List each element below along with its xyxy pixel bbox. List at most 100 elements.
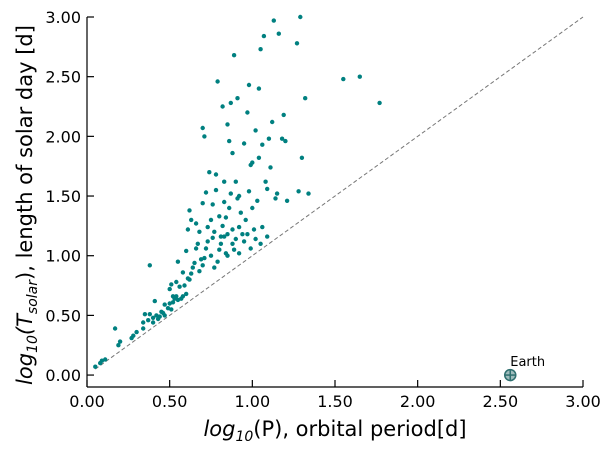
data-point: [142, 312, 148, 317]
data-point: [260, 142, 265, 147]
data-point: [174, 294, 179, 299]
data-point: [220, 104, 225, 109]
data-point: [227, 138, 232, 144]
data-point: [253, 128, 258, 133]
data-point: [238, 210, 243, 215]
data-point: [248, 246, 253, 251]
data-point: [150, 315, 156, 320]
x-label-prefix: log: [203, 417, 235, 441]
data-point: [147, 312, 152, 317]
data-point: [236, 251, 242, 256]
data-point: [256, 86, 262, 91]
data-point: [213, 187, 219, 193]
reference-line: [94, 16, 584, 370]
data-point: [131, 333, 136, 338]
x-label-subscript: 10: [235, 429, 253, 445]
data-point: [258, 241, 263, 246]
data-point: [197, 269, 202, 274]
data-point: [187, 208, 192, 213]
data-point: [210, 235, 215, 240]
x-tick-label: 0.50: [152, 392, 188, 411]
data-point: [223, 215, 229, 220]
data-point: [233, 179, 238, 184]
data-point: [225, 232, 230, 237]
data-point: [190, 265, 195, 270]
x-tick-label: 1.00: [235, 392, 271, 411]
data-point: [203, 246, 209, 251]
data-point: [177, 284, 182, 289]
data-point: [231, 247, 237, 252]
data-point: [228, 191, 233, 196]
data-point: [233, 236, 238, 242]
data-point: [217, 214, 222, 219]
data-point: [141, 326, 146, 331]
data-point: [213, 172, 219, 177]
data-point: [256, 155, 262, 160]
data-point: [212, 265, 217, 270]
data-point: [198, 257, 204, 262]
data-point: [197, 229, 202, 234]
y-label-subscript: 10: [25, 335, 41, 353]
data-point: [182, 283, 187, 288]
y-label-prefix: log: [13, 353, 37, 385]
data-point: [175, 297, 181, 303]
data-point: [230, 241, 235, 246]
data-point: [241, 239, 247, 244]
data-point: [235, 96, 240, 101]
data-point: [220, 223, 225, 229]
data-point: [296, 189, 301, 194]
y-label-subscript-2: solar: [25, 279, 41, 314]
data-point: [222, 199, 227, 205]
data-point: [99, 358, 105, 363]
data-point: [150, 320, 156, 325]
x-tick-label: 3.00: [565, 392, 601, 411]
data-point: [207, 170, 212, 175]
data-point: [274, 191, 280, 196]
data-point: [187, 277, 192, 282]
data-point: [200, 263, 205, 268]
data-point: [265, 186, 270, 192]
data-point: [265, 234, 270, 239]
reference-line-layer: [94, 16, 584, 370]
data-point: [215, 259, 220, 264]
data-point: [203, 190, 209, 195]
data-point: [170, 300, 176, 305]
data-point: [192, 260, 197, 266]
data-point: [245, 232, 250, 237]
data-point: [157, 314, 162, 319]
data-point: [225, 122, 230, 127]
data-point: [189, 271, 194, 276]
data-point: [200, 201, 205, 206]
data-point: [202, 255, 207, 261]
x-tick-label: 2.00: [400, 392, 436, 411]
y-tick-label: 3.00: [45, 8, 81, 27]
data-point: [169, 282, 174, 287]
earth-marker-layer: Earth: [504, 355, 545, 382]
data-point: [167, 301, 172, 306]
y-tick-label: 1.50: [45, 187, 81, 206]
data-point: [218, 241, 224, 246]
data-point: [236, 224, 242, 230]
data-point: [246, 189, 252, 194]
data-point: [268, 165, 273, 170]
data-point: [184, 248, 189, 254]
y-tick-label: 2.50: [45, 68, 81, 87]
data-point: [193, 221, 199, 226]
data-point: [228, 100, 233, 106]
data-point: [195, 241, 200, 246]
y-tick-label: 2.00: [45, 127, 81, 146]
data-point: [258, 47, 263, 52]
data-point: [245, 110, 250, 115]
data-point: [154, 313, 159, 318]
data-point: [167, 286, 172, 292]
data-point: [180, 270, 186, 275]
data-point: [117, 339, 123, 344]
x-tick-label: 0.00: [69, 392, 105, 411]
y-axis-label: log10(Tsolar), length of solar day [d]: [13, 25, 41, 385]
data-point: [227, 205, 232, 211]
data-point: [103, 357, 108, 362]
data-point: [284, 198, 290, 203]
data-point: [212, 229, 217, 234]
data-point: [298, 14, 303, 20]
data-point: [250, 160, 255, 165]
